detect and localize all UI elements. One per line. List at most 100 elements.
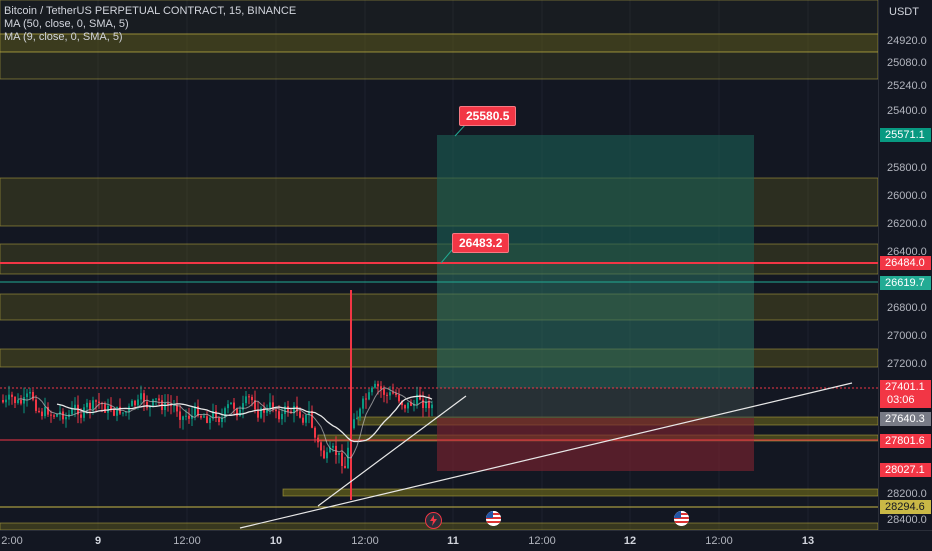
candle-body (242, 403, 244, 410)
candle-body (146, 401, 148, 408)
price-tick: 25800.0 (887, 162, 927, 174)
candle-body (137, 399, 139, 406)
candle-body (212, 410, 214, 418)
price-tick: 25080.0 (887, 57, 927, 69)
candle-body (395, 393, 397, 396)
candle-body (113, 409, 115, 416)
us-flag-icon[interactable] (486, 511, 501, 526)
price-scale[interactable]: USDT 24920.0 25080.0 25240.0 25400.0 258… (878, 0, 932, 530)
candle-body (197, 406, 199, 416)
candle-body (59, 411, 61, 415)
symbol-title[interactable]: Bitcoin / TetherUS PERPETUAL CONTRACT, 1… (4, 5, 297, 17)
candle-body (428, 401, 430, 409)
candle-body (92, 400, 94, 409)
candle-body (344, 465, 346, 469)
candle-body (74, 404, 76, 409)
candle-body (182, 416, 184, 420)
candle-body (338, 452, 340, 455)
ma50-line (56, 395, 433, 443)
currency-unit[interactable]: USDT (889, 6, 919, 18)
candle-body (83, 407, 85, 418)
candle-body (65, 416, 67, 420)
candle-body (233, 402, 235, 409)
price-tick: 25400.0 (887, 105, 927, 117)
candle-body (293, 405, 295, 414)
time-scale[interactable]: 2:00 9 12:00 10 12:00 11 12:00 12 12:00 … (0, 530, 932, 551)
candle-body (206, 416, 208, 423)
candle-body (47, 406, 49, 415)
candle-body (125, 411, 127, 413)
candle-body (80, 414, 82, 418)
candle-body (89, 402, 91, 409)
entry-price-callout[interactable]: 26483.2 (452, 233, 510, 253)
chart-canvas[interactable] (0, 0, 878, 530)
candle-body (419, 394, 421, 400)
candle-body (176, 405, 178, 412)
position-tool (437, 135, 754, 471)
candle-body (371, 387, 373, 393)
price-tag-support: 28294.6 (880, 500, 931, 514)
trend-line-short (317, 395, 467, 507)
candle-body (380, 386, 382, 390)
candle-body (422, 399, 424, 409)
candle-body (407, 402, 409, 409)
candle-body (110, 405, 112, 410)
ma9-legend[interactable]: MA (9, close, 0, SMA, 5) (4, 31, 123, 43)
candle-body (362, 398, 364, 409)
price-tag-stop: 27801.6 (880, 434, 931, 448)
candle-body (5, 399, 7, 403)
candle-body (23, 397, 25, 404)
candle-body (305, 414, 307, 423)
candle-body (257, 409, 259, 418)
candle-body (269, 402, 271, 409)
candle-body (38, 410, 40, 412)
entry-zone (437, 388, 754, 418)
price-tick: 24920.0 (887, 35, 927, 47)
candle-body (311, 410, 313, 428)
price-tick: 28200.0 (887, 488, 927, 500)
candle-body (329, 447, 331, 453)
time-tick: 13 (801, 535, 815, 547)
candle-body (131, 400, 133, 407)
price-tag-entry: 26484.0 (880, 256, 931, 270)
candle-body (194, 406, 196, 416)
ma50-legend[interactable]: MA (50, close, 0, SMA, 5) (4, 18, 129, 30)
candle-body (353, 419, 355, 429)
candle-body (410, 402, 412, 406)
candle-body (56, 414, 58, 417)
candle-body (41, 411, 43, 417)
candle-body (44, 406, 46, 417)
candle-body (53, 415, 55, 417)
candles (2, 290, 433, 500)
candle-body (122, 412, 124, 414)
support-resistance-zone (282, 488, 878, 497)
chart-pane[interactable]: Bitcoin / TetherUS PERPETUAL CONTRACT, 1… (0, 0, 878, 530)
candle-body (143, 393, 145, 402)
price-tick: 27000.0 (887, 330, 927, 342)
time-tick: 12:00 (528, 535, 556, 547)
entry-price-label: 26483.2 (459, 236, 503, 250)
time-tick: 12:00 (705, 535, 733, 547)
candle-body (17, 399, 19, 403)
candle-body (104, 404, 106, 413)
candle-body (266, 408, 268, 413)
candle-body (413, 404, 415, 406)
us-flag-icon[interactable] (674, 511, 689, 526)
lightning-icon[interactable] (425, 512, 442, 529)
trend-line-long (239, 382, 853, 529)
candle-body (116, 406, 118, 416)
candle-body (251, 396, 253, 401)
candle-body (341, 452, 343, 466)
candle-body (302, 417, 304, 423)
candle-body (191, 415, 193, 419)
candle-body (35, 399, 37, 411)
candle-body (188, 415, 190, 419)
candle-body (20, 399, 22, 404)
candle-body (398, 395, 400, 402)
target-price-callout[interactable]: 25580.5 (459, 106, 517, 126)
candle-body (107, 405, 109, 413)
candle-body (383, 389, 385, 395)
candle-body (134, 400, 136, 406)
candle-body (404, 405, 406, 409)
time-tick: 10 (269, 535, 283, 547)
